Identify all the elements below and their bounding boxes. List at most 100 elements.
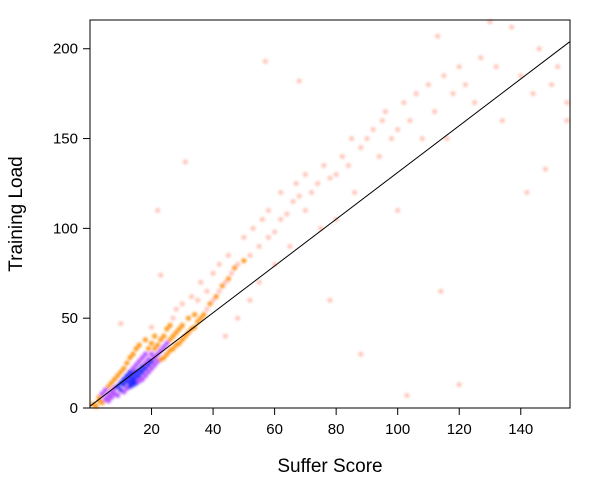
data-point xyxy=(136,373,142,379)
data-point xyxy=(265,207,272,214)
data-point xyxy=(170,346,176,352)
data-point xyxy=(370,126,376,133)
data-point xyxy=(148,324,155,330)
data-point xyxy=(145,362,152,368)
data-point xyxy=(407,117,413,124)
data-point xyxy=(548,82,555,88)
y-tick-label: 0 xyxy=(70,400,78,417)
data-point xyxy=(228,270,235,276)
data-point xyxy=(441,73,447,79)
points-layer xyxy=(90,19,570,409)
data-point xyxy=(425,82,432,88)
data-point xyxy=(105,398,112,404)
data-point xyxy=(250,225,256,231)
data-point xyxy=(121,389,127,395)
data-point xyxy=(241,234,247,240)
data-point xyxy=(173,306,179,312)
data-point xyxy=(105,383,112,390)
data-point xyxy=(99,391,105,397)
data-point xyxy=(432,109,438,115)
data-point xyxy=(222,333,228,339)
data-point xyxy=(444,135,450,142)
data-point xyxy=(450,91,456,97)
data-point xyxy=(204,288,210,294)
data-point xyxy=(148,365,155,372)
data-point xyxy=(364,135,370,142)
data-point xyxy=(176,326,182,332)
data-point xyxy=(216,288,222,294)
data-point xyxy=(102,387,108,393)
data-point xyxy=(339,153,345,160)
data-point xyxy=(216,261,222,267)
data-point xyxy=(108,394,115,400)
data-point xyxy=(133,362,139,368)
data-point xyxy=(121,382,127,388)
data-point xyxy=(158,337,164,343)
data-point xyxy=(296,193,302,199)
data-point xyxy=(164,351,170,357)
data-point xyxy=(167,337,173,343)
x-axis-label: Suffer Score xyxy=(277,456,382,477)
data-point xyxy=(161,333,167,339)
data-point xyxy=(136,358,142,364)
plot-frame xyxy=(89,19,571,409)
data-point xyxy=(179,337,185,343)
data-point xyxy=(130,351,136,357)
data-point xyxy=(198,315,204,321)
x-tick-label: 120 xyxy=(447,421,472,438)
data-point xyxy=(152,362,158,368)
data-point xyxy=(493,64,499,70)
data-point xyxy=(395,126,401,133)
data-point xyxy=(142,373,148,379)
data-point xyxy=(419,135,425,142)
data-point xyxy=(382,109,388,115)
data-point xyxy=(290,198,296,205)
data-point xyxy=(225,276,232,282)
data-point xyxy=(302,207,308,214)
data-point xyxy=(247,297,253,303)
data-point xyxy=(139,376,145,382)
data-point xyxy=(435,33,441,39)
data-point xyxy=(259,216,265,222)
data-point xyxy=(139,369,145,375)
data-point xyxy=(232,265,238,271)
y-tick-label: 150 xyxy=(53,131,78,148)
data-point xyxy=(115,383,121,390)
data-point xyxy=(345,162,352,169)
data-point xyxy=(278,216,284,222)
data-point xyxy=(155,342,161,348)
data-point xyxy=(210,297,216,303)
data-point xyxy=(265,234,272,240)
y-tick-label: 200 xyxy=(53,41,78,58)
data-point xyxy=(133,346,139,352)
data-point xyxy=(198,279,204,285)
data-point xyxy=(99,400,105,406)
data-point xyxy=(302,171,308,178)
data-point xyxy=(278,189,284,196)
data-point xyxy=(115,392,121,399)
data-point xyxy=(293,180,299,187)
data-point xyxy=(161,344,167,350)
data-point xyxy=(499,117,505,124)
data-point xyxy=(118,320,124,327)
data-point xyxy=(108,380,115,386)
data-point xyxy=(121,365,127,372)
data-point xyxy=(456,64,462,70)
data-point xyxy=(542,166,548,172)
x-tick-label: 100 xyxy=(385,421,410,438)
data-point xyxy=(358,351,364,357)
data-point xyxy=(130,365,136,372)
data-point xyxy=(333,171,339,178)
data-point xyxy=(284,211,290,217)
data-point xyxy=(536,46,542,52)
data-point xyxy=(148,340,155,346)
data-point xyxy=(148,351,155,357)
data-point xyxy=(213,294,219,300)
x-tick-label: 80 xyxy=(328,421,345,438)
data-point xyxy=(272,229,278,235)
data-point xyxy=(182,159,188,165)
data-point xyxy=(127,355,133,361)
data-point xyxy=(235,315,241,321)
